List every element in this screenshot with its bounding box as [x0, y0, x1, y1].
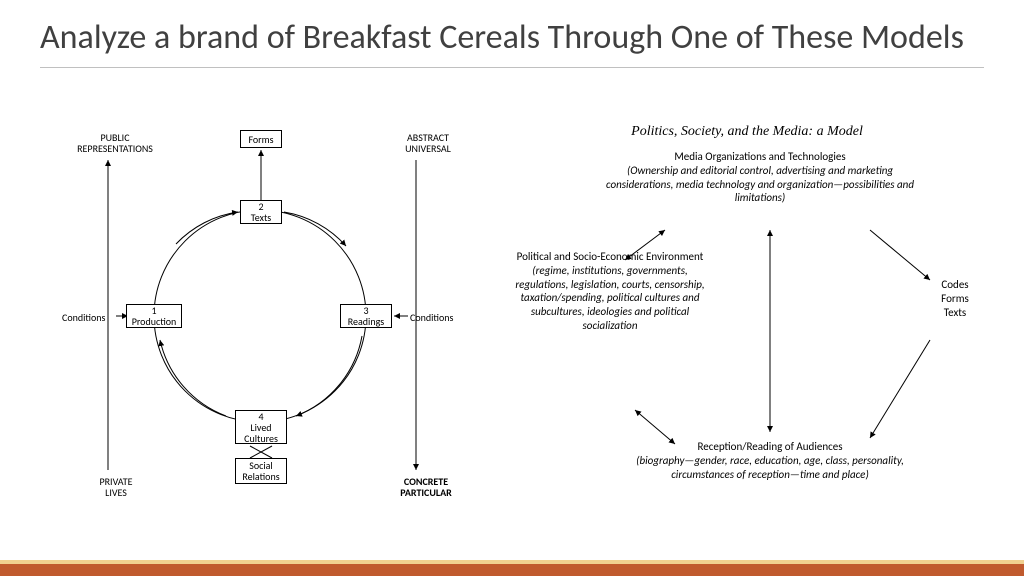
node-texts: 2 Texts: [240, 200, 282, 224]
label-public: PUBLIC REPRESENTATIONS: [60, 132, 170, 154]
node-reception-head: Reception/Reading of Audiences: [610, 440, 930, 454]
node-political-env: Political and Socio-Economic Environment…: [510, 250, 710, 333]
left-diagram: Forms 2 Texts 1 Production 3 Readings 4 …: [0, 120, 510, 556]
title-rule: [40, 67, 984, 68]
node-political-env-sub: (regime, institutions, governments, regu…: [510, 264, 710, 333]
node-lived: 4 Lived Cultures: [235, 410, 287, 444]
node-codes-head: Codes Forms Texts: [920, 278, 990, 319]
label-cond-r: Conditions: [410, 312, 453, 323]
label-cond-l: Conditions: [62, 312, 105, 323]
node-reception: Reception/Reading of Audiences (biograph…: [610, 440, 930, 481]
label-private: PRIVATE LIVES: [86, 476, 146, 498]
node-readings: 3 Readings: [340, 304, 392, 328]
node-production: 1 Production: [126, 304, 182, 328]
node-reception-sub: (biography—gender, race, education, age,…: [610, 454, 930, 482]
content-area: Forms 2 Texts 1 Production 3 Readings 4 …: [0, 120, 1024, 556]
label-concrete: CONCRETE PARTICULAR: [386, 476, 466, 498]
node-codes: Codes Forms Texts: [920, 278, 990, 319]
node-political-env-head: Political and Socio-Economic Environment: [510, 250, 710, 264]
footer-bar: [0, 560, 1024, 576]
label-abstract: ABSTRACT UNIVERSAL: [388, 132, 468, 154]
node-media-org: Media Organizations and Technologies (Ow…: [600, 150, 920, 205]
right-diagram: Politics, Society, and the Media: a Mode…: [510, 120, 1024, 556]
node-forms: Forms: [240, 130, 282, 148]
node-media-org-head: Media Organizations and Technologies: [600, 150, 920, 164]
node-media-org-sub: (Ownership and editorial control, advert…: [600, 164, 920, 205]
slide-title: Analyze a brand of Breakfast Cereals Thr…: [0, 0, 1024, 57]
node-social: Social Relations: [235, 458, 287, 484]
